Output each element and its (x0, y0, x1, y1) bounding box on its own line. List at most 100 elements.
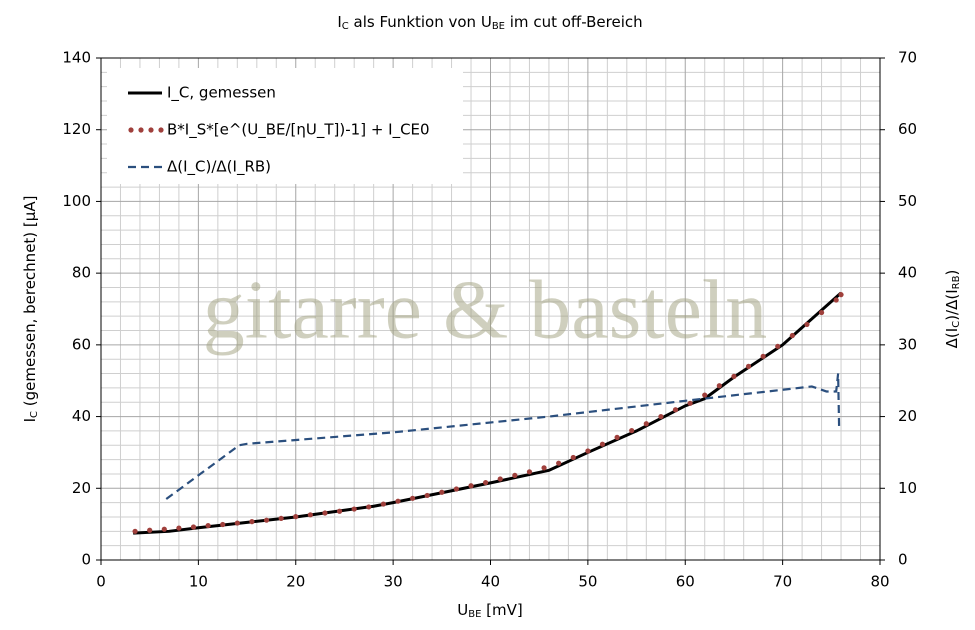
data-point (380, 501, 386, 507)
data-point (716, 383, 722, 389)
x-tick-label: 10 (189, 573, 208, 591)
data-point (132, 528, 138, 534)
data-point (439, 489, 445, 495)
data-point (512, 472, 518, 478)
legend-marker (128, 127, 134, 133)
data-point (599, 441, 606, 447)
legend-marker (158, 127, 164, 133)
watermark: gitarre & basteln (203, 263, 767, 356)
data-point (453, 486, 460, 492)
data-point (147, 527, 153, 533)
data-point (804, 321, 810, 328)
data-point (220, 521, 226, 528)
y-tick-label: 0 (81, 551, 91, 569)
legend: I_C, gemessen B*I_S*[e^(U_BE/[ηU_T])-1] +… (107, 68, 463, 184)
data-point (468, 483, 474, 489)
y2-tick-label: 10 (898, 479, 917, 497)
data-point (643, 421, 649, 427)
y2-tick-label: 40 (898, 264, 917, 282)
data-point (205, 522, 211, 529)
data-point (526, 469, 533, 475)
label-part: I (21, 418, 39, 422)
x-tick-label: 30 (384, 573, 403, 591)
label-sub: RB (951, 275, 962, 289)
y2-tick-label: 0 (898, 551, 908, 569)
data-point (541, 465, 547, 471)
title-part: I (337, 13, 341, 31)
data-point (176, 525, 182, 531)
label-part: )/Δ(I (943, 289, 961, 320)
legend-box (107, 68, 463, 184)
data-point (556, 460, 562, 466)
data-point (614, 434, 620, 440)
title-part: im cut off-Bereich (505, 13, 643, 31)
x-tick-label: 0 (96, 573, 106, 591)
y-tick-label: 140 (62, 49, 91, 67)
title-part: als Funktion von U (349, 13, 492, 31)
data-point (833, 297, 839, 303)
data-point (497, 476, 503, 482)
legend-marker (148, 127, 154, 133)
y-tick-label: 40 (72, 407, 91, 425)
label-part: ) (943, 270, 961, 276)
y2-tick-label: 20 (898, 407, 917, 425)
y2-tick-label: 50 (898, 192, 917, 210)
x-tick-label: 70 (773, 573, 792, 591)
data-point (190, 524, 197, 530)
y2-axis-label: Δ(IC)/Δ(IRB) (943, 270, 963, 349)
data-point (629, 427, 635, 434)
data-point (336, 508, 343, 514)
y-tick-label: 80 (72, 264, 91, 282)
plot-frame (100, 57, 881, 561)
data-point (322, 510, 328, 516)
data-point (570, 454, 576, 461)
x-tick-label: 20 (286, 573, 305, 591)
data-point (424, 492, 430, 499)
data-point (585, 448, 591, 454)
label-part: Δ(I (943, 328, 961, 349)
data-point (818, 309, 825, 316)
x-tick-label: 80 (870, 573, 889, 591)
data-point (307, 512, 313, 518)
y-tick-label: 60 (72, 335, 91, 353)
label-sub: C (29, 411, 40, 418)
data-point (672, 407, 679, 413)
y-tick-label: 20 (72, 479, 91, 497)
legend-label: I_C, gemessen (167, 84, 276, 103)
data-point (775, 343, 781, 349)
data-point (789, 332, 795, 339)
y2-tick-label: 60 (898, 120, 917, 138)
title-sub: BE (492, 21, 505, 32)
x-tick-label: 50 (578, 573, 597, 591)
y-tick-label: 100 (62, 192, 91, 210)
y-axis-label: IC (gemessen, berechnet) [µA] (21, 196, 41, 423)
label-sub: BE (468, 609, 481, 620)
label-part: U (457, 601, 468, 619)
title-sub: C (342, 21, 349, 32)
label-sub: C (951, 321, 962, 328)
y2-tick-label: 70 (898, 49, 917, 67)
label-part: [mV] (481, 601, 522, 619)
data-point (263, 517, 270, 523)
y-tick-label: 120 (62, 120, 91, 138)
data-point (161, 526, 167, 532)
legend-marker (138, 127, 144, 133)
data-point (234, 520, 240, 526)
data-point (366, 504, 372, 510)
legend-label: B*I_S*[e^(U_BE/[ηU_T])-1] + I_CE0 (167, 121, 430, 140)
chart-title: IC als Funktion von UBE im cut off-Berei… (337, 13, 642, 33)
data-point (731, 373, 737, 380)
label-part: (gemessen, berechnet) [µA] (21, 196, 39, 411)
data-point (745, 363, 752, 369)
x-axis-label: UBE [mV] (457, 601, 523, 621)
data-point (760, 353, 766, 359)
x-tick-label: 40 (481, 573, 500, 591)
y2-tick-label: 30 (898, 335, 917, 353)
data-point (838, 292, 844, 298)
data-point (351, 506, 357, 512)
x-tick-label: 60 (676, 573, 695, 591)
data-point (410, 495, 416, 501)
data-point (395, 498, 401, 504)
data-point (483, 479, 489, 486)
